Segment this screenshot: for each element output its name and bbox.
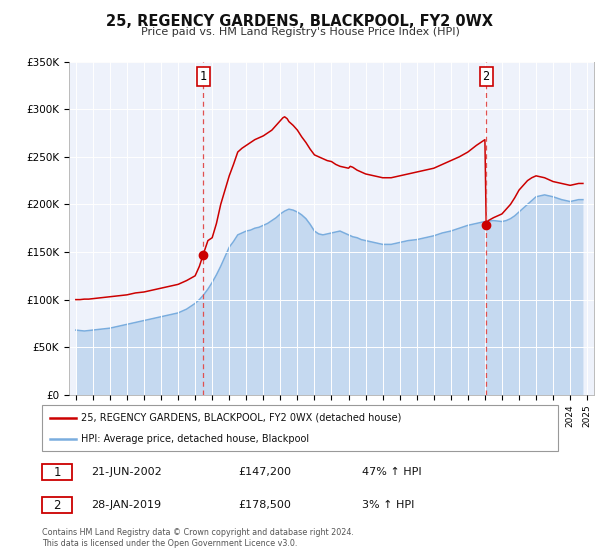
Text: Price paid vs. HM Land Registry's House Price Index (HPI): Price paid vs. HM Land Registry's House … [140,27,460,37]
Bar [42,464,72,480]
Text: 2: 2 [53,498,61,512]
Text: 28-JAN-2019: 28-JAN-2019 [91,500,161,510]
Text: 25, REGENCY GARDENS, BLACKPOOL, FY2 0WX: 25, REGENCY GARDENS, BLACKPOOL, FY2 0WX [107,14,493,29]
Text: 21-JUN-2002: 21-JUN-2002 [91,467,162,477]
Text: £178,500: £178,500 [238,500,291,510]
Text: 1: 1 [200,70,207,83]
Text: 3% ↑ HPI: 3% ↑ HPI [362,500,414,510]
Bar [42,497,72,513]
Text: £147,200: £147,200 [238,467,291,477]
Text: HPI: Average price, detached house, Blackpool: HPI: Average price, detached house, Blac… [80,435,309,444]
Text: 1: 1 [53,465,61,479]
Text: Contains HM Land Registry data © Crown copyright and database right 2024.
This d: Contains HM Land Registry data © Crown c… [42,528,354,548]
Text: 47% ↑ HPI: 47% ↑ HPI [362,467,422,477]
Text: 2: 2 [482,70,490,83]
Text: 25, REGENCY GARDENS, BLACKPOOL, FY2 0WX (detached house): 25, REGENCY GARDENS, BLACKPOOL, FY2 0WX … [80,413,401,423]
